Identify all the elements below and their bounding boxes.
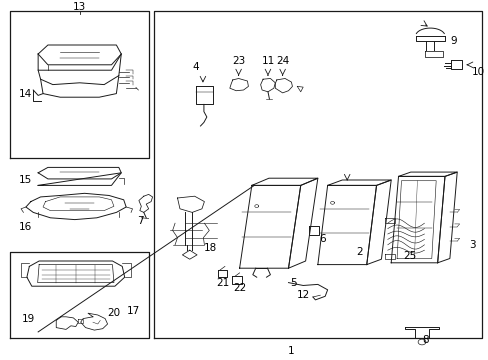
Text: 1: 1 (287, 346, 294, 356)
Text: 5: 5 (289, 278, 296, 288)
Text: 16: 16 (19, 222, 32, 232)
Text: 25: 25 (402, 251, 416, 261)
Text: 20: 20 (107, 308, 121, 318)
Text: 21: 21 (215, 278, 229, 288)
Text: 13: 13 (73, 2, 86, 12)
Text: 22: 22 (232, 283, 246, 293)
Text: 6: 6 (319, 234, 325, 244)
Text: 7: 7 (137, 216, 143, 226)
Text: 11: 11 (261, 56, 274, 66)
Text: 14: 14 (19, 89, 32, 99)
Text: 2: 2 (355, 247, 362, 257)
Text: 15: 15 (19, 175, 32, 185)
Text: 24: 24 (275, 56, 289, 66)
Text: 17: 17 (127, 306, 140, 316)
Text: 19: 19 (22, 314, 35, 324)
Text: 4: 4 (192, 62, 199, 72)
Text: 3: 3 (468, 240, 475, 250)
Text: 9: 9 (449, 36, 456, 46)
Text: 23: 23 (231, 56, 245, 66)
Text: 18: 18 (203, 243, 217, 253)
Text: 8: 8 (421, 335, 428, 345)
Text: 10: 10 (471, 67, 484, 77)
Text: 12: 12 (296, 290, 309, 300)
